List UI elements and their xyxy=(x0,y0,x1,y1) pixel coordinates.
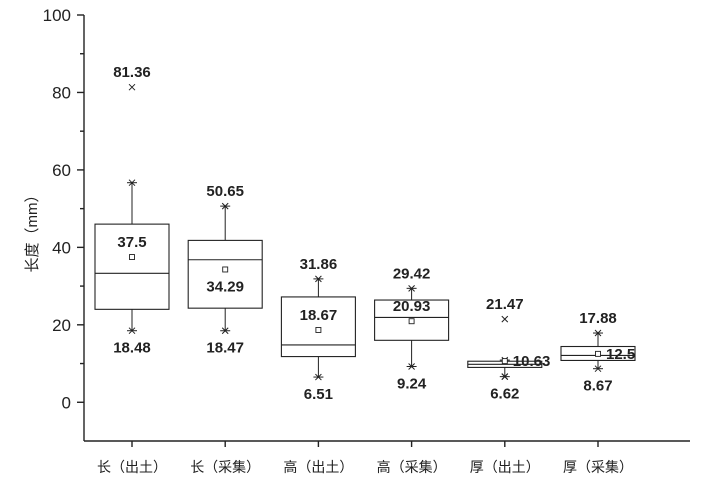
data-label: 18.48 xyxy=(113,340,151,357)
data-label: 8.67 xyxy=(583,378,612,395)
extreme-marker xyxy=(128,179,136,187)
extreme-marker xyxy=(315,275,322,283)
box-group: 50.65 34.29 18.47 xyxy=(187,183,263,357)
data-label: 9.24 xyxy=(397,375,427,392)
data-label: 37.5 xyxy=(117,234,146,251)
extreme-marker xyxy=(408,284,415,292)
y-tick-label: 60 xyxy=(52,161,71,180)
iqr-box xyxy=(94,223,170,310)
y-tick-label: 80 xyxy=(52,83,71,102)
extreme-marker xyxy=(408,363,415,370)
box-group: 81.36 37.5 18.48 xyxy=(94,64,170,357)
y-ticks-group: 0 20 40 60 80 100 xyxy=(43,6,84,412)
boxes-group: 81.36 37.5 18.48 50.65 34.29 18.47 31.86 18.67 6… xyxy=(94,64,636,403)
data-label: 17.88 xyxy=(579,310,617,327)
data-label: 50.65 xyxy=(206,183,244,200)
box-group: 31.86 18.67 6.51 xyxy=(280,256,356,403)
y-axis-label: 长度（mm） xyxy=(24,188,41,273)
y-tick-label: 0 xyxy=(62,393,71,412)
mean-marker xyxy=(222,266,229,273)
y-tick-label: 40 xyxy=(52,238,71,257)
extreme-marker xyxy=(221,327,229,335)
mean-marker xyxy=(408,318,415,325)
x-tick-label: 高（采集） xyxy=(377,459,447,475)
data-label: 20.93 xyxy=(393,298,431,315)
mean-marker xyxy=(315,327,322,333)
extreme-marker xyxy=(221,202,229,210)
mean-marker xyxy=(595,350,601,357)
mean-marker xyxy=(501,358,508,365)
extreme-marker xyxy=(594,365,602,373)
data-label: 6.51 xyxy=(304,386,333,403)
outlier-marker xyxy=(501,373,509,380)
box-group: 29.42 20.93 9.24 xyxy=(374,265,450,392)
extreme-marker xyxy=(128,327,136,335)
data-label: 81.36 xyxy=(113,64,151,81)
x-tick-label: 长（采集） xyxy=(190,459,260,475)
data-label: 10.63 xyxy=(513,353,551,370)
mean-marker xyxy=(129,254,135,260)
outlier-marker xyxy=(501,315,509,323)
box-group: 17.88 12.5 8.67 xyxy=(560,310,636,395)
data-label: 21.47 xyxy=(486,296,524,313)
y-tick-label: 100 xyxy=(43,6,71,25)
data-label: 29.42 xyxy=(393,265,431,282)
extreme-marker xyxy=(594,329,602,337)
data-label: 18.67 xyxy=(300,307,338,324)
x-ticks-group: 长（出土） 长（采集） 高（出土） 高（采集） 厚（出土） 厚（采集） xyxy=(97,441,633,475)
x-tick-label: 厚（采集） xyxy=(563,459,633,475)
x-tick-label: 高（出土） xyxy=(283,459,353,475)
x-tick-label: 厚（出土） xyxy=(470,459,540,475)
iqr-box xyxy=(187,239,263,309)
data-label: 12.5 xyxy=(606,346,635,363)
y-tick-label: 20 xyxy=(52,316,71,335)
data-label: 6.62 xyxy=(490,386,519,403)
box-group: 21.47 10.63 6.62 xyxy=(467,296,551,403)
extreme-marker xyxy=(315,373,322,381)
data-label: 34.29 xyxy=(206,278,244,295)
iqr-box xyxy=(280,296,356,358)
data-label: 31.86 xyxy=(300,256,338,273)
x-tick-label: 长（出土） xyxy=(97,459,167,475)
outlier-marker xyxy=(128,83,136,91)
data-label: 18.47 xyxy=(206,340,244,357)
